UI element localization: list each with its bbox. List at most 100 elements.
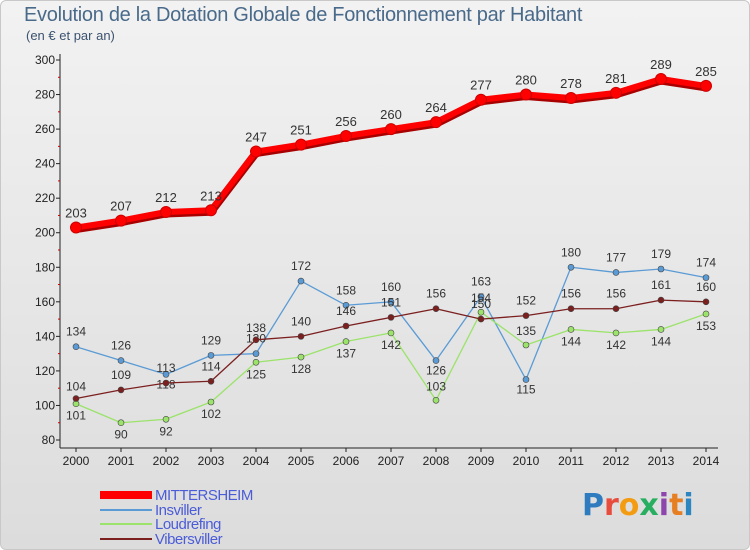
series-insviller-point: [72, 343, 80, 351]
series-loudrefing-point: [117, 419, 125, 427]
series-insviller-value-label: 129: [201, 333, 221, 347]
series-vibersviller-point: [612, 305, 620, 313]
series-vibersviller-point: [567, 305, 575, 313]
series-loudrefing-point: [342, 338, 350, 345]
series-insviller-value-label: 115: [516, 383, 535, 397]
series-insviller-point: [657, 265, 665, 273]
series-insviller-point: [612, 269, 620, 276]
legend-label-insviller: Insviller: [155, 501, 202, 519]
series-vibersviller-point: [387, 314, 395, 321]
series-vibersviller-point: [252, 336, 260, 344]
series-insviller-point: [162, 371, 170, 378]
series-loudrefing-value-label: 137: [336, 347, 356, 361]
series-loudrefing-value-label: 135: [516, 324, 536, 338]
legend-swatch-vibersviller: [100, 538, 152, 540]
series-loudrefing-point: [387, 329, 395, 337]
series-loudrefing-point: [702, 310, 710, 318]
x-tick-label: 2005: [288, 454, 315, 468]
series-insviller-point: [477, 293, 485, 300]
series-vibersviller-value-label: 146: [336, 304, 356, 318]
x-tick-label: 2001: [108, 454, 135, 468]
series-mittersheim-value-label: 247: [245, 130, 267, 145]
series-loudrefing-point: [252, 358, 260, 366]
legend-item-loudrefing[interactable]: Loudrefing: [100, 515, 221, 533]
series-mittersheim-value-label: 203: [65, 206, 87, 221]
series-vibersviller-value-label: 109: [111, 368, 131, 382]
y-tick-label: 160: [35, 295, 55, 309]
x-tick-label: 2004: [243, 454, 270, 468]
legend-swatch-mittersheim: [100, 491, 152, 499]
series-mittersheim-shadow: [75, 76, 707, 233]
series-mittersheim-point: [205, 204, 217, 217]
series-insviller-point: [117, 357, 125, 364]
series-insviller-point: [387, 298, 395, 306]
legend-item-mittersheim[interactable]: MITTERSHEIM: [100, 487, 253, 504]
series-loudrefing-point: [522, 341, 530, 349]
series-mittersheim-point: [70, 221, 82, 234]
series-loudrefing-value-label: 90: [114, 428, 128, 442]
series-loudrefing-point: [567, 326, 575, 333]
series-vibersviller-point: [297, 333, 305, 340]
series-loudrefing-value-label: 103: [426, 379, 446, 393]
series-loudrefing-value-label: 102: [201, 407, 221, 421]
y-tick-label: 200: [35, 226, 55, 240]
series-mittersheim-line: [75, 76, 707, 231]
series-mittersheim-value-label: 260: [380, 107, 402, 122]
chart-title: Evolution de la Dotation Globale de Fonc…: [24, 4, 583, 26]
series-insviller-value-label: 134: [66, 325, 86, 339]
y-tick-label: 240: [35, 157, 55, 171]
series-vibersviller-value-label: 113: [156, 361, 175, 375]
series-loudrefing-point: [657, 326, 665, 333]
legend-item-vibersviller[interactable]: Vibersviller: [100, 531, 223, 548]
series-loudrefing-point: [207, 398, 215, 406]
series-insviller-value-label: 158: [336, 283, 356, 297]
x-tick-label: 2012: [603, 454, 630, 468]
series-vibersviller-value-label: 152: [516, 294, 536, 308]
proxiti-logo: Proxiti: [582, 488, 694, 523]
x-tick-label: 2010: [513, 454, 540, 468]
series-mittersheim-value-label: 213: [200, 188, 222, 203]
legend-swatch-loudrefing: [100, 523, 152, 525]
series-mittersheim-point: [430, 116, 442, 129]
legend-swatch-insviller: [100, 509, 152, 511]
logo-letter: P: [582, 488, 604, 523]
series-loudrefing-point: [162, 415, 170, 423]
series-insviller-point: [297, 277, 305, 285]
series-mittersheim-point: [295, 138, 307, 151]
series-loudrefing-point: [297, 353, 305, 361]
series-loudrefing-value-label: 142: [381, 338, 401, 352]
series-mittersheim-point: [565, 92, 577, 104]
series-insviller-value-label: 172: [291, 259, 311, 273]
series-vibersviller-value-label: 150: [471, 297, 491, 311]
series-loudrefing-value-label: 142: [606, 338, 626, 352]
series-insviller-point: [432, 357, 440, 364]
series-insviller-value-label: 163: [471, 275, 491, 289]
series-loudrefing-value-label: 92: [159, 424, 173, 438]
series-mittersheim-point: [385, 123, 397, 136]
series-mittersheim-point: [475, 93, 487, 106]
series-vibersviller-point: [657, 296, 665, 304]
series-loudrefing-value-label: 128: [291, 362, 311, 376]
logo-letter: t: [669, 488, 684, 523]
series-vibersviller-point: [702, 298, 710, 306]
legend-label-loudrefing: Loudrefing: [155, 515, 221, 533]
series-mittersheim-value-label: 277: [470, 78, 492, 93]
series-loudrefing-point: [432, 396, 440, 404]
x-tick-label: 2002: [153, 454, 180, 468]
series-vibersviller-point: [117, 386, 125, 394]
x-tick-label: 2007: [378, 454, 405, 468]
series-insviller-point: [522, 376, 530, 383]
series-mittersheim-point: [610, 86, 622, 99]
logo-letter: i: [683, 488, 694, 523]
series-insviller-point: [567, 263, 575, 271]
x-tick-label: 2013: [648, 454, 675, 468]
y-tick-label: 260: [35, 122, 55, 136]
series-mittersheim-value-label: 256: [335, 114, 357, 129]
series-insviller-value-label: 179: [651, 247, 671, 261]
y-tick-label: 100: [35, 398, 55, 412]
x-tick-label: 2014: [693, 454, 720, 468]
legend-item-insviller[interactable]: Insviller: [100, 501, 202, 519]
series-mittersheim-value-label: 251: [290, 123, 312, 138]
y-tick-label: 300: [35, 53, 55, 67]
